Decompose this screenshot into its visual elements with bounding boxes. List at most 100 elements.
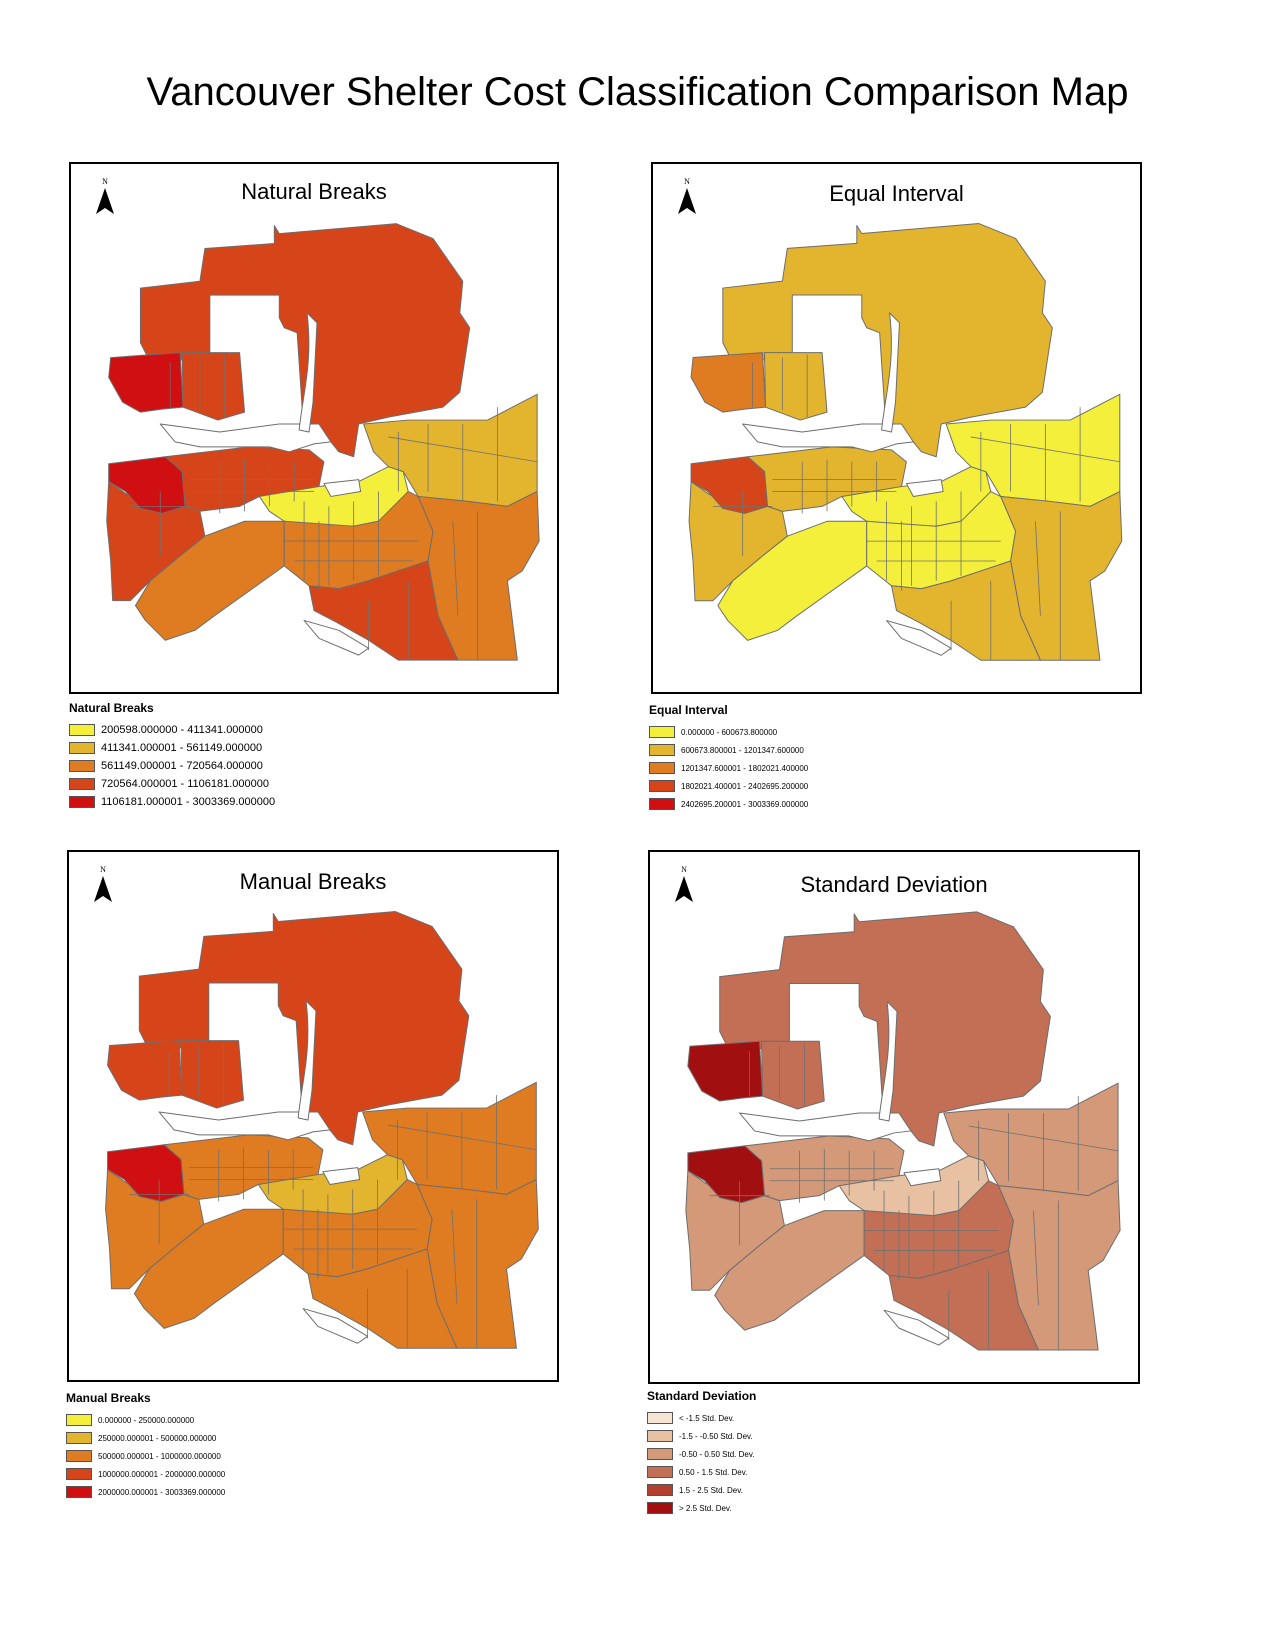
- choropleth-map[interactable]: [653, 164, 1140, 692]
- legend-swatch: [69, 796, 95, 808]
- water-body: [303, 619, 370, 656]
- legend-manual-breaks: Manual Breaks 0.000000 - 250000.000000 25…: [66, 1391, 225, 1501]
- region-south-point: [891, 560, 1041, 661]
- legend-label: 250000.000001 - 500000.000000: [98, 1433, 217, 1443]
- map-frame-natural-breaks[interactable]: Natural Breaks N: [69, 162, 559, 694]
- page-title: Vancouver Shelter Cost Classification Co…: [146, 70, 1129, 114]
- choropleth-map[interactable]: [71, 164, 557, 692]
- legend-label: 1201347.600001 - 1802021.400000: [681, 763, 809, 773]
- legend-row: -0.50 - 0.50 Std. Dev.: [647, 1445, 756, 1463]
- tract-boundary: [388, 436, 538, 463]
- tract-boundary: [452, 521, 459, 616]
- legend-row: 500000.000001 - 1000000.000000: [66, 1447, 225, 1465]
- choropleth-map[interactable]: [69, 852, 557, 1380]
- legend-row: 250000.000001 - 500000.000000: [66, 1429, 225, 1447]
- water-body: [886, 620, 952, 656]
- legend-swatch: [649, 762, 675, 774]
- legend-row: 1000000.000001 - 2000000.000000: [66, 1465, 225, 1483]
- region-west-vancouver: [687, 1040, 764, 1102]
- region-southwest: [134, 520, 285, 641]
- legend-label: 1802021.400001 - 2402695.200000: [681, 781, 809, 791]
- north-arrow-icon: N: [96, 177, 114, 214]
- region-west-vancouver: [108, 352, 184, 413]
- legend-swatch: [69, 760, 95, 772]
- region-west-vancouver: [690, 352, 766, 413]
- legend-swatch: [649, 744, 675, 756]
- legend-label: 0.000000 - 600673.800000: [681, 727, 778, 737]
- legend-swatch: [647, 1448, 673, 1460]
- map-frame-manual-breaks[interactable]: Manual Breaks N: [67, 850, 559, 1382]
- region-southwest: [717, 520, 868, 641]
- legend-row: 1.5 - 2.5 Std. Dev.: [647, 1481, 756, 1499]
- legend-row: < -1.5 Std. Dev.: [647, 1409, 756, 1427]
- north-label: N: [102, 177, 108, 186]
- legend-label: 0.000000 - 250000.000000: [98, 1415, 195, 1425]
- legend-swatch: [66, 1468, 92, 1480]
- legend-swatch: [647, 1502, 673, 1514]
- water-body: [881, 312, 900, 433]
- legend-row: 2402695.200001 - 3003369.000000: [649, 795, 808, 813]
- choropleth-map[interactable]: [650, 852, 1138, 1382]
- legend-swatch: [66, 1486, 92, 1498]
- water-body: [905, 479, 944, 497]
- legend-swatch: [649, 780, 675, 792]
- legend-label: 2402695.200001 - 3003369.000000: [681, 799, 809, 809]
- legend-row: 2000000.000001 - 3003369.000000: [66, 1483, 225, 1501]
- legend-title: Equal Interval: [649, 703, 728, 717]
- legend-title: Manual Breaks: [66, 1391, 151, 1405]
- legend-label: 200598.000000 - 411341.000000: [101, 724, 263, 736]
- legend-row: 561149.000001 - 720564.000000: [69, 757, 275, 775]
- legend-swatch: [649, 798, 675, 810]
- map-frame-equal-interval[interactable]: Equal Interval N: [651, 162, 1142, 694]
- region-south-point: [307, 1248, 458, 1349]
- region-southwest: [133, 1208, 284, 1329]
- water-body: [903, 1168, 942, 1187]
- legend-swatch: [647, 1430, 673, 1442]
- legend-label: < -1.5 Std. Dev.: [679, 1413, 735, 1423]
- region-north-strip: [764, 352, 828, 421]
- map-frame-standard-deviation[interactable]: Standard Deviation N: [648, 850, 1140, 1384]
- legend-label: 2000000.000001 - 3003369.000000: [98, 1487, 226, 1497]
- legend-swatch: [69, 778, 95, 790]
- legend-natural-breaks: Natural Breaks 200598.000000 - 411341.00…: [69, 701, 275, 811]
- water-body: [158, 1111, 331, 1141]
- tract-boundary: [1033, 1210, 1039, 1306]
- legend-row: 1802021.400001 - 2402695.200000: [649, 777, 808, 795]
- legend-title: Standard Deviation: [647, 1389, 757, 1403]
- legend-row: 600673.800001 - 1201347.600000: [649, 741, 808, 759]
- legend-swatch: [647, 1484, 673, 1496]
- tract-boundary: [451, 1209, 458, 1304]
- tract-boundary: [1035, 521, 1041, 616]
- water-body: [883, 1309, 950, 1346]
- legend-row: 0.000000 - 600673.800000: [649, 723, 808, 741]
- legend-row: -1.5 - -0.50 Std. Dev.: [647, 1427, 756, 1445]
- legend-label: -1.5 - -0.50 Std. Dev.: [679, 1431, 753, 1441]
- water-body: [878, 1000, 898, 1122]
- tract-boundary: [968, 1125, 1119, 1152]
- legend-row: 720564.000001 - 1106181.000000: [69, 775, 275, 793]
- legend-row: 1106181.000001 - 3003369.000000: [69, 793, 275, 811]
- legend-row: > 2.5 Std. Dev.: [647, 1499, 756, 1517]
- legend-label: 411341.000001 - 561149.000000: [101, 742, 263, 754]
- legend-swatch: [647, 1412, 673, 1424]
- tract-boundary: [387, 1124, 537, 1151]
- water-body: [298, 312, 318, 433]
- legend-label: 600673.800001 - 1201347.600000: [681, 745, 804, 755]
- legend-row: 0.000000 - 250000.000000: [66, 1411, 225, 1429]
- water-body: [159, 423, 332, 453]
- legend-row: 1201347.600001 - 1802021.400000: [649, 759, 808, 777]
- map-title: Equal Interval: [829, 181, 964, 206]
- region-north-strip: [761, 1040, 825, 1110]
- north-arrow-shape: [675, 876, 693, 902]
- legend-equal-interval: Equal Interval 0.000000 - 600673.800000 6…: [649, 703, 808, 813]
- map-title: Manual Breaks: [239, 869, 387, 894]
- region-north-strip: [181, 352, 246, 421]
- north-arrow-shape: [94, 876, 112, 902]
- legend-label: 1000000.000001 - 2000000.000000: [98, 1469, 226, 1479]
- legend-label: 720564.000001 - 1106181.000000: [101, 778, 270, 790]
- water-body: [322, 1167, 361, 1185]
- north-arrow-icon: N: [675, 865, 693, 902]
- region-downtown: [687, 1145, 766, 1204]
- region-downtown: [690, 456, 768, 514]
- region-downtown: [107, 1144, 185, 1202]
